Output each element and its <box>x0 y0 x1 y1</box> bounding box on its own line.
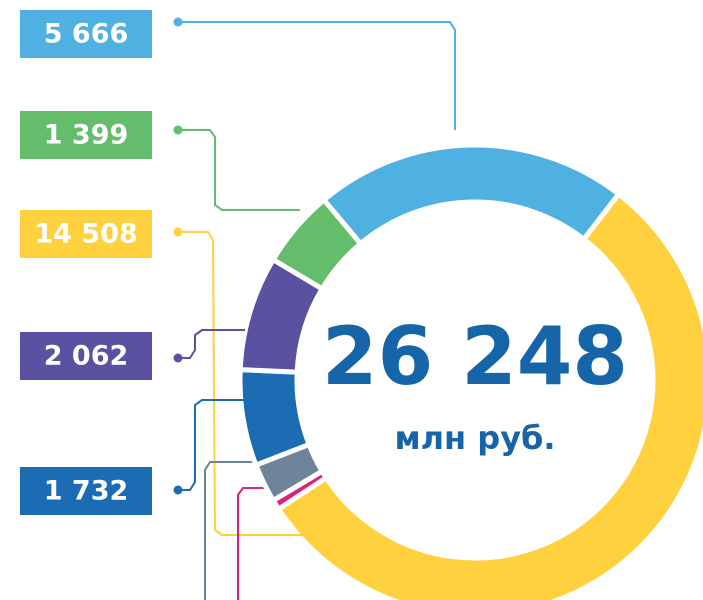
donut-segment <box>275 190 703 600</box>
leader-dot <box>173 17 183 27</box>
value-label: 5 666 <box>44 19 129 50</box>
leader-line <box>178 399 245 491</box>
center-total: 26 248 <box>322 310 628 403</box>
value-box <box>20 111 152 159</box>
value-box <box>20 10 152 58</box>
center-unit: млн руб. <box>394 419 555 457</box>
value-box <box>20 467 152 515</box>
leader-dot <box>173 485 183 495</box>
value-label: 1 732 <box>44 476 129 507</box>
leader-dot <box>173 227 183 237</box>
leader-line <box>204 461 258 600</box>
leader-line <box>178 21 456 130</box>
leader-dot <box>173 353 183 363</box>
leader-dot <box>173 125 183 135</box>
leader-line <box>178 231 330 536</box>
value-box <box>20 332 152 380</box>
leader-line <box>178 329 245 359</box>
value-label: 1 399 <box>44 120 129 151</box>
donut-segment <box>320 142 623 248</box>
value-label: 2 062 <box>44 341 129 372</box>
leader-line <box>178 129 300 211</box>
value-label: 14 508 <box>34 219 137 250</box>
value-box <box>20 210 152 258</box>
leader-line <box>237 487 280 600</box>
donut-segment <box>237 367 313 469</box>
donut-segment <box>269 196 365 293</box>
